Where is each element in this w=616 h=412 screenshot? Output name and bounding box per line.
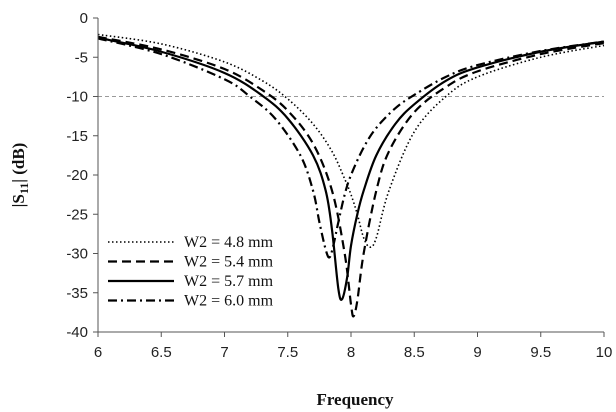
y-tick-label: -35 [66,285,88,302]
y-axis-title: |S11| (dB) [9,143,31,208]
y-tick-label: -15 [66,128,88,145]
y-tick-label: -10 [66,89,88,106]
series-line-3 [97,36,605,301]
series-line-1 [97,33,605,249]
y-tick-label: -40 [66,324,88,341]
y-tick-label: -25 [66,206,88,223]
series-line-2 [97,35,605,318]
y-axis-title-main: |S [9,194,28,207]
x-tick-label: 8 [347,344,355,361]
legend-label-2: W2 = 5.4 mm [184,254,274,271]
legend-label-1: W2 = 4.8 mm [184,234,274,251]
y-tick-label: -5 [75,49,88,66]
y-tick-label: 0 [80,10,88,27]
x-tick-label: 7 [220,344,228,361]
x-tick-label: 7.5 [277,344,298,361]
legend-label-3: W2 = 5.7 mm [184,273,274,290]
y-axis-title-subscript: 11 [17,183,31,194]
legend: W2 = 4.8 mm W2 = 5.4 mm W2 = 5.7 mm W2 = 6.… [108,234,274,310]
y-tick-label: -30 [66,246,88,263]
y-tick-label: -20 [66,167,88,184]
x-tick-label: 10 [596,344,613,361]
series-line-4 [97,37,605,259]
series-layer [97,33,605,318]
x-tick-label: 9.5 [530,344,551,361]
x-tick-label: 6.5 [151,344,172,361]
y-axis-title-tail: | (dB) [9,143,28,183]
axes-layer: 0 -5 -10 -15 -20 -25 -30 -35 -40 6 6.5 7 7.5 8 8.5 9 9.5… [66,10,612,361]
legend-label-4: W2 = 6.0 mm [184,293,274,310]
x-tick-label: 6 [94,344,102,361]
x-tick-label: 9 [473,344,481,361]
x-tick-label: 8.5 [404,344,425,361]
x-axis-title: Frequency [316,390,394,409]
